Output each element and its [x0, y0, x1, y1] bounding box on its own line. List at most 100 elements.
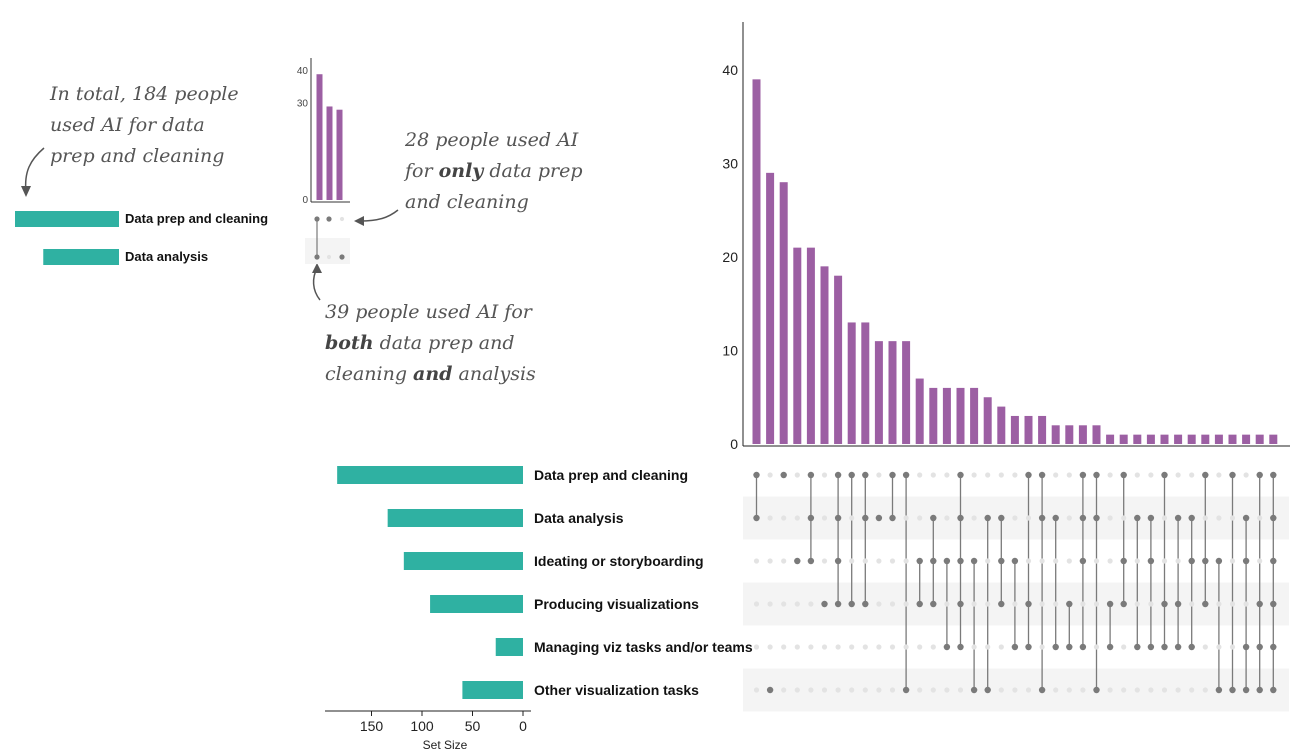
- matrix-dot-inactive: [767, 601, 773, 607]
- matrix-dot-inactive: [1039, 558, 1045, 564]
- matrix-dot-active: [998, 557, 1005, 565]
- annotation-both-emphasis-2: and: [413, 363, 452, 385]
- annotation-both-arrowhead: [312, 263, 322, 273]
- matrix-dot-active: [1270, 557, 1277, 565]
- intersection-bar: [1024, 415, 1033, 444]
- intersection-bar: [766, 172, 775, 444]
- matrix-dot-inactive: [1229, 558, 1236, 564]
- set-size-axis-label: Set Size: [423, 738, 468, 752]
- matrix-dot-active: [862, 514, 869, 522]
- matrix-dot-inactive: [862, 644, 868, 650]
- matrix-dot-inactive: [1107, 558, 1113, 564]
- intersection-bar: [888, 341, 897, 444]
- matrix-dot-active: [1270, 686, 1277, 694]
- intersection-bar: [942, 387, 951, 444]
- inset-set-size-bar: [43, 249, 120, 265]
- matrix-dot-active: [875, 514, 883, 522]
- matrix-dot-active: [834, 471, 842, 479]
- matrix-dot-inactive: [1134, 687, 1140, 693]
- matrix-dot-active: [1242, 557, 1250, 565]
- matrix-dot-active: [984, 686, 991, 694]
- set-size-bar: [403, 552, 523, 570]
- matrix-dot-inactive: [781, 515, 787, 521]
- matrix-dot-inactive: [1175, 472, 1181, 478]
- intersection-bar: [1187, 434, 1196, 444]
- intersection-bar: [1242, 434, 1251, 444]
- matrix-dot-inactive: [876, 644, 882, 650]
- matrix-dot-active: [1256, 643, 1263, 651]
- intersection-bar: [752, 79, 761, 444]
- set-size-tick-label: 0: [519, 718, 527, 734]
- matrix-dot-active: [1174, 643, 1182, 651]
- matrix-dot-inactive: [1161, 687, 1168, 693]
- matrix-dot-inactive: [1025, 558, 1032, 564]
- matrix-dot-active: [1147, 514, 1155, 522]
- matrix-dot-inactive: [917, 515, 923, 521]
- matrix-dot-inactive: [1107, 687, 1113, 693]
- matrix-dot-active: [1025, 600, 1032, 608]
- intersection-y-tick-label: 40: [722, 62, 738, 78]
- matrix-dot-active: [916, 600, 923, 608]
- matrix-dot-active: [753, 514, 760, 522]
- matrix-dot-active: [1093, 514, 1100, 522]
- intersection-bar: [806, 247, 815, 444]
- intersection-bar: [902, 341, 911, 444]
- matrix-dot-active: [807, 557, 815, 565]
- matrix-dot-inactive: [781, 601, 787, 607]
- matrix-dot-inactive: [1066, 687, 1072, 693]
- matrix-dot-inactive: [889, 558, 896, 564]
- matrix-dot-inactive: [821, 472, 828, 478]
- matrix-dot-inactive: [849, 515, 855, 521]
- matrix-dot-inactive: [794, 472, 800, 478]
- matrix-dot-inactive: [753, 601, 760, 607]
- matrix-dot-inactive: [876, 687, 882, 693]
- matrix-dot-active: [1161, 471, 1168, 479]
- matrix-dot-active: [1025, 643, 1032, 651]
- matrix-dot-active: [1120, 600, 1127, 608]
- matrix-dot-active: [1079, 471, 1087, 479]
- intersection-bar: [1106, 434, 1115, 444]
- matrix-dot-active: [957, 514, 964, 522]
- matrix-dot-active: [1052, 514, 1059, 522]
- matrix-dot-active: [1202, 600, 1209, 608]
- matrix-dot-inactive: [794, 601, 800, 607]
- matrix-dot-active: [930, 600, 937, 608]
- intersection-bar: [820, 266, 829, 444]
- matrix-dot-inactive: [1066, 515, 1072, 521]
- matrix-dot-inactive: [767, 558, 773, 564]
- annotation-total-arrow: [24, 147, 45, 193]
- intersection-bar: [1228, 434, 1237, 444]
- matrix-dot-inactive: [794, 644, 800, 650]
- matrix-dot-inactive: [1012, 687, 1018, 693]
- annotation-only-line-2: for only data prep: [403, 160, 583, 182]
- matrix-dot-inactive: [1202, 515, 1208, 521]
- matrix-dot-active: [1242, 686, 1250, 694]
- matrix-dot-inactive: [781, 558, 787, 564]
- intersection-bar: [1214, 434, 1223, 444]
- set-size-tick-label: 150: [360, 718, 384, 734]
- inset-matrix-dot-active: [314, 216, 320, 222]
- matrix-dot-inactive: [1216, 644, 1222, 650]
- matrix-dot-inactive: [1148, 601, 1154, 607]
- inset-matrix-dot-inactive: [339, 216, 345, 222]
- matrix-dot-active: [1093, 471, 1100, 479]
- matrix-dot-inactive: [1229, 644, 1236, 650]
- intersection-bar: [1269, 434, 1278, 444]
- matrix-dot-active: [1079, 643, 1087, 651]
- matrix-dot-active: [1256, 686, 1263, 694]
- matrix-dot-inactive: [1243, 472, 1249, 478]
- inset-y-tick-label: 40: [297, 66, 309, 77]
- matrix-dot-active: [1229, 471, 1236, 479]
- matrix-dot-inactive: [889, 644, 896, 650]
- matrix-dot-inactive: [903, 601, 909, 607]
- intersection-y-tick-label: 20: [722, 249, 738, 265]
- annotation-total-arrowhead: [21, 186, 31, 197]
- matrix-dot-active: [1038, 686, 1046, 694]
- matrix-dot-inactive: [1053, 558, 1059, 564]
- matrix-dot-active: [834, 600, 842, 608]
- annotation-total: In total, 184 people used AI for data pr…: [49, 83, 239, 167]
- matrix-dot-active: [862, 471, 869, 479]
- matrix-dot-inactive: [971, 515, 977, 521]
- matrix-dot-active: [1229, 686, 1236, 694]
- matrix-dot-active: [957, 643, 964, 651]
